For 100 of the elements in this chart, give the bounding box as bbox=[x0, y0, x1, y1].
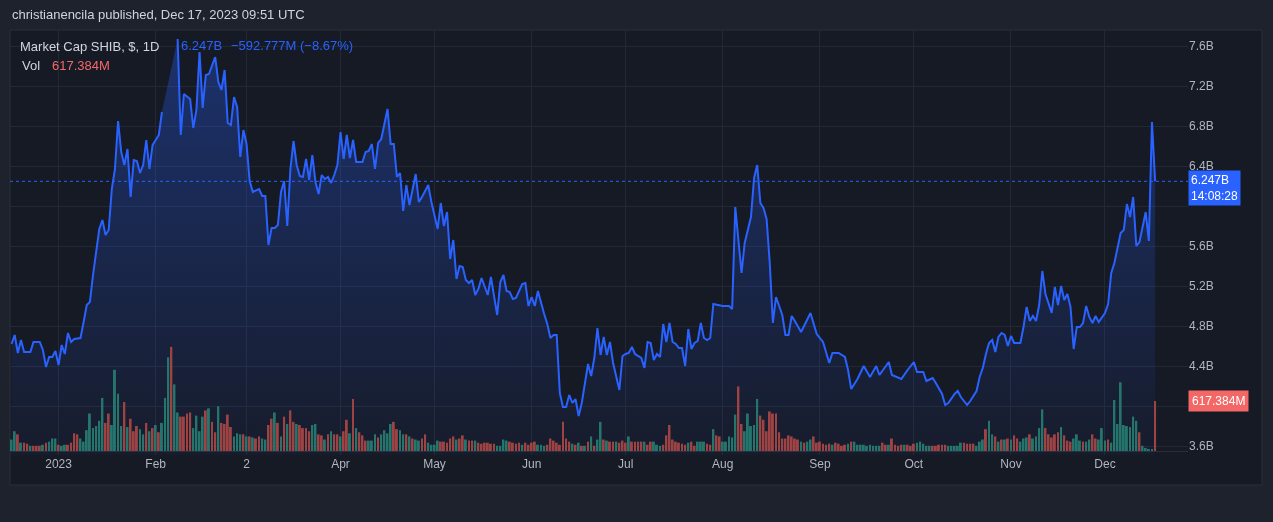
bar bbox=[756, 398, 759, 451]
bar bbox=[355, 428, 358, 451]
bar bbox=[1057, 432, 1059, 451]
bar bbox=[1141, 445, 1144, 451]
bar bbox=[157, 432, 160, 451]
bar bbox=[154, 424, 157, 451]
annotation: −592.777M (−8.67%) bbox=[231, 38, 354, 53]
bar bbox=[1147, 448, 1150, 451]
bar bbox=[822, 443, 824, 451]
bar bbox=[796, 439, 799, 451]
bar bbox=[655, 444, 658, 451]
x-tick-label: Aug bbox=[712, 457, 734, 471]
x-tick-label: Dec bbox=[1094, 457, 1116, 471]
x-tick-label: Feb bbox=[145, 457, 167, 471]
y-tick-label: 3.6B bbox=[1189, 439, 1214, 454]
bar bbox=[327, 434, 329, 451]
bar bbox=[696, 441, 699, 451]
bar bbox=[179, 416, 182, 451]
x-tick-label: Apr bbox=[331, 457, 350, 471]
bar bbox=[937, 444, 940, 451]
bar bbox=[189, 412, 192, 451]
bar bbox=[587, 441, 590, 451]
bar bbox=[768, 411, 771, 451]
bar bbox=[489, 443, 492, 451]
bar bbox=[956, 445, 959, 451]
bar bbox=[348, 433, 351, 451]
bar bbox=[1053, 434, 1056, 451]
bar bbox=[461, 435, 464, 451]
bar bbox=[139, 429, 141, 451]
bar bbox=[793, 438, 796, 451]
bar bbox=[909, 445, 912, 451]
bar bbox=[978, 441, 981, 451]
bar bbox=[45, 442, 47, 451]
bar bbox=[129, 418, 132, 451]
bar bbox=[273, 412, 276, 451]
bar bbox=[374, 434, 376, 451]
bar bbox=[305, 428, 308, 451]
bar bbox=[746, 413, 749, 451]
bar bbox=[869, 444, 871, 451]
bar bbox=[417, 440, 420, 451]
bar bbox=[270, 418, 273, 451]
bar bbox=[963, 442, 965, 451]
bar bbox=[186, 413, 188, 451]
bar bbox=[1154, 401, 1157, 451]
bar bbox=[702, 441, 705, 451]
bar bbox=[771, 413, 774, 451]
bar bbox=[1100, 428, 1103, 451]
bar bbox=[721, 441, 724, 451]
bar bbox=[280, 436, 282, 451]
x-tick-label: Jun bbox=[521, 457, 542, 471]
bar bbox=[890, 438, 893, 451]
bar bbox=[301, 428, 304, 451]
bar bbox=[446, 442, 449, 451]
bar bbox=[562, 421, 564, 451]
bar bbox=[959, 442, 962, 451]
bar bbox=[233, 436, 235, 451]
bar bbox=[345, 419, 348, 451]
bar bbox=[1151, 448, 1153, 451]
bar bbox=[424, 434, 427, 451]
bar bbox=[1063, 435, 1066, 451]
bar bbox=[352, 398, 355, 451]
bar bbox=[540, 444, 543, 451]
bar bbox=[775, 413, 777, 451]
bar bbox=[681, 443, 683, 451]
bar bbox=[1060, 427, 1063, 451]
bar bbox=[1010, 439, 1012, 451]
bar bbox=[1075, 434, 1078, 451]
bar bbox=[88, 413, 91, 451]
x-tick-label: Sep bbox=[809, 457, 831, 471]
bar bbox=[399, 430, 402, 451]
bar bbox=[107, 413, 110, 451]
text: christianencila published, Dec 17, 2023 09:51 UTC bbox=[12, 7, 305, 22]
bar bbox=[1125, 426, 1128, 451]
bar bbox=[486, 442, 489, 451]
bar bbox=[283, 416, 286, 451]
bar bbox=[630, 441, 633, 451]
bar bbox=[421, 438, 423, 451]
bar bbox=[1031, 438, 1034, 451]
bar bbox=[843, 444, 846, 451]
bar bbox=[634, 441, 636, 451]
bar bbox=[837, 443, 840, 451]
bar bbox=[590, 436, 593, 451]
bar bbox=[677, 442, 680, 451]
bar bbox=[728, 436, 730, 451]
bar bbox=[464, 439, 467, 451]
bar bbox=[468, 440, 470, 451]
bar bbox=[442, 441, 445, 451]
bar bbox=[135, 426, 138, 451]
x-tick-label: 2 bbox=[243, 457, 251, 471]
bar bbox=[693, 445, 696, 451]
bar bbox=[818, 441, 821, 451]
bar bbox=[790, 436, 793, 451]
bar bbox=[934, 445, 937, 451]
bar bbox=[599, 421, 602, 451]
annotation: 6.247B bbox=[181, 38, 223, 53]
y-tick-label: 7.6B bbox=[1189, 39, 1214, 54]
x-tick-label: Nov bbox=[1000, 457, 1022, 471]
bar bbox=[226, 414, 229, 451]
x-tick-label: 2023 bbox=[45, 457, 73, 471]
bar bbox=[201, 416, 204, 451]
